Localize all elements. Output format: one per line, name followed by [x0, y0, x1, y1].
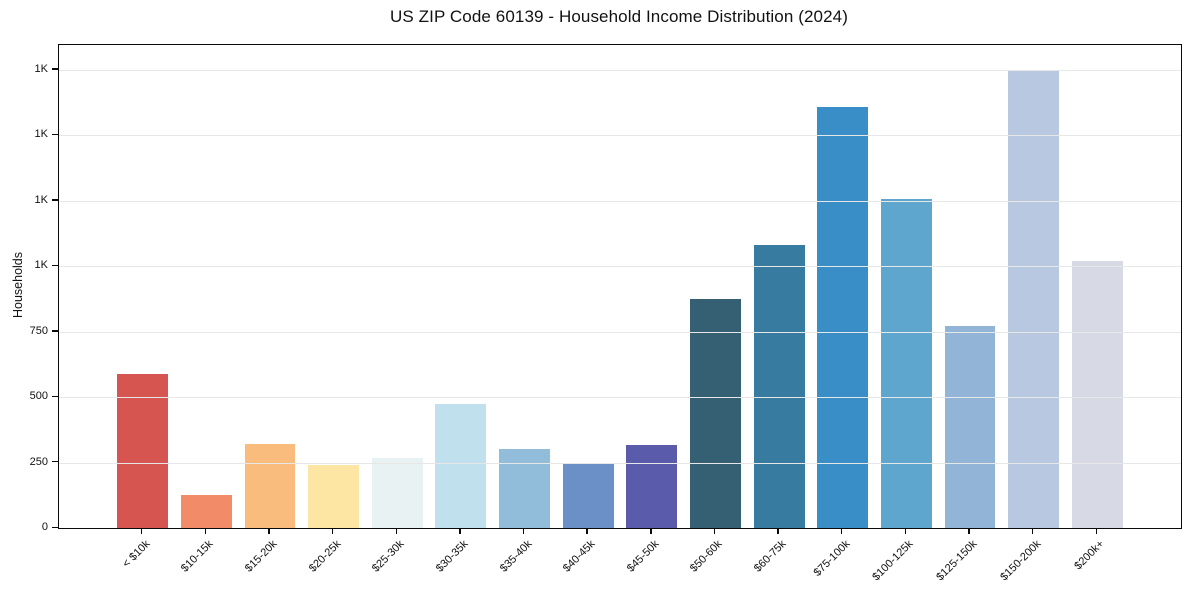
x-tick-mark	[140, 528, 143, 535]
x-tick-mark	[904, 528, 907, 535]
gridline-y-250	[59, 462, 1181, 464]
y-tick-mark	[52, 68, 58, 70]
bar-$20-25k	[308, 464, 360, 528]
y-tick-mark	[52, 133, 58, 136]
y-tick-label: 750	[29, 324, 48, 337]
x-tick-mark	[713, 528, 716, 535]
gridline-y-1000	[59, 266, 1181, 268]
bar-$45-50k	[626, 445, 678, 528]
x-tick-mark	[522, 528, 525, 535]
y-tick-label: 1K	[34, 259, 48, 272]
bar-$60-75k	[753, 245, 805, 528]
bar-$200k+	[1071, 260, 1123, 528]
x-tick-mark	[331, 528, 334, 535]
x-tick-mark	[650, 528, 652, 535]
gridline-y-1750	[59, 69, 1181, 71]
y-tick-label: 1K	[34, 193, 48, 206]
y-tick-label: 0	[41, 521, 48, 533]
bar-$35-40k	[499, 448, 550, 528]
x-tick-label: < $10k	[120, 538, 153, 571]
y-tick-label: 1K	[34, 128, 48, 141]
bar-$30-35k	[435, 404, 487, 528]
x-tick-mark	[586, 528, 588, 535]
y-tick-mark	[52, 199, 58, 201]
y-tick-mark	[52, 395, 58, 397]
y-tick-label: 1K	[34, 62, 48, 75]
gridline-y-1250	[59, 200, 1181, 202]
gridline-y-750	[59, 331, 1181, 333]
x-tick-mark	[1031, 528, 1034, 535]
x-tick-mark	[968, 528, 970, 535]
bar-$50-60k	[690, 298, 741, 528]
x-tick-mark	[777, 528, 779, 535]
y-tick-mark	[52, 330, 58, 332]
gridline-y-500	[59, 397, 1181, 399]
bar-$10-15k	[180, 494, 232, 528]
y-tick-mark	[52, 461, 58, 463]
bar-$125-150k	[944, 326, 996, 528]
x-tick-mark	[395, 528, 397, 535]
bar-< $10k	[117, 374, 169, 528]
y-tick-mark	[52, 264, 58, 267]
bar-$15-20k	[244, 444, 296, 528]
bar-$75-100k	[817, 107, 869, 528]
x-tick-mark	[204, 528, 207, 535]
bar-$25-30k	[371, 458, 423, 528]
gridline-y-1500	[59, 135, 1181, 137]
x-tick-mark	[268, 528, 270, 535]
chart-title: US ZIP Code 60139 - Household Income Dis…	[390, 7, 848, 26]
y-tick-label: 250	[29, 455, 48, 468]
bar-$40-45k	[562, 462, 614, 528]
bar-$150-200k	[1008, 69, 1060, 528]
x-tick-mark	[841, 528, 843, 535]
plot-area	[58, 44, 1182, 529]
x-tick-mark	[1095, 528, 1097, 535]
x-tick-mark	[459, 528, 461, 535]
y-tick-mark	[52, 526, 58, 528]
y-tick-label: 500	[29, 390, 48, 403]
bar-$100-125k	[880, 199, 932, 528]
